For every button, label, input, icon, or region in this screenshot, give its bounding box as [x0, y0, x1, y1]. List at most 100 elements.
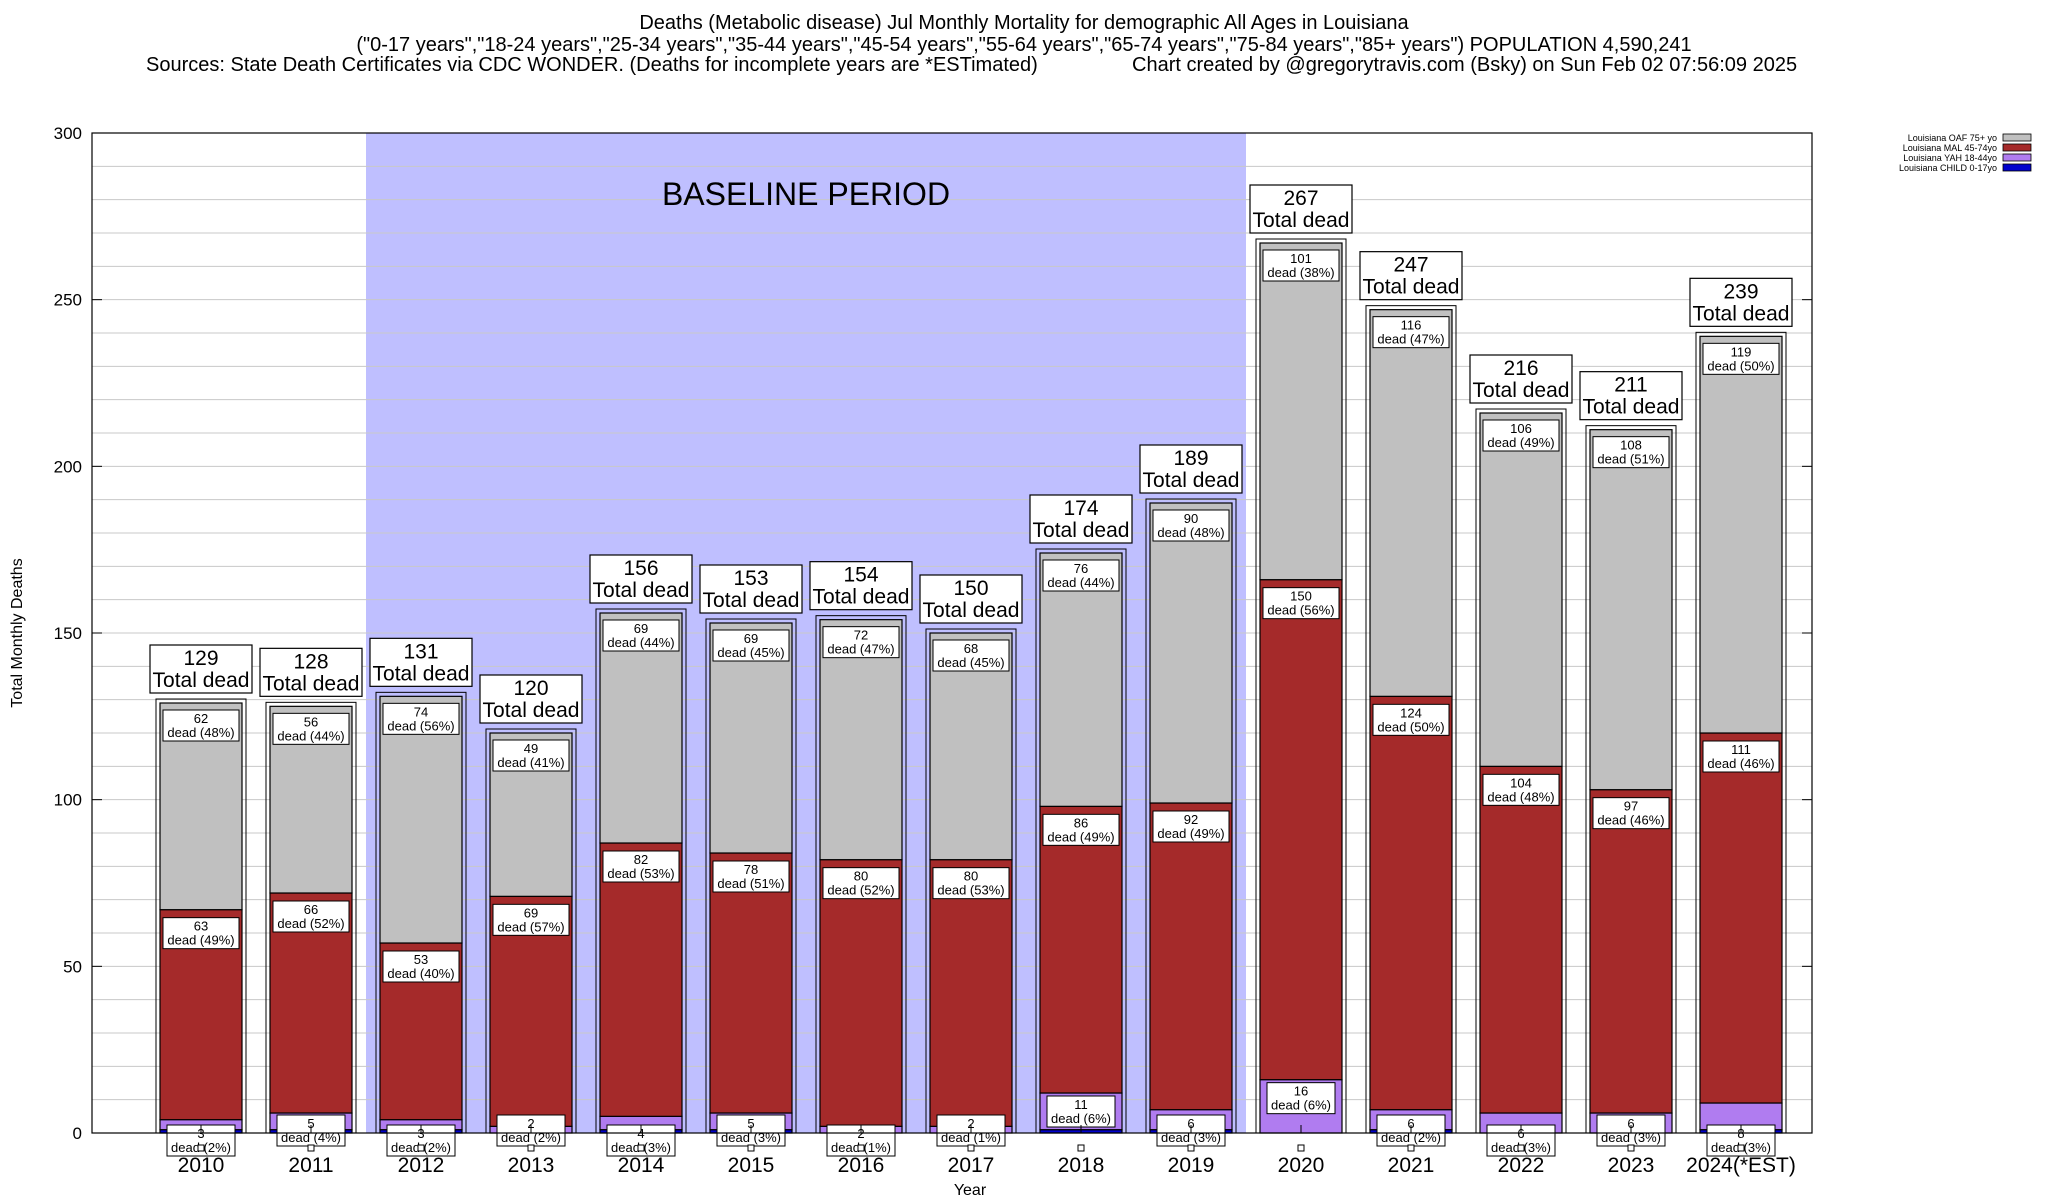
oaf-label-percent: dead (47%) — [827, 642, 894, 657]
yah-label-percent: dead (4%) — [281, 1130, 341, 1145]
mal-label-count: 124 — [1400, 705, 1422, 720]
total-box — [369, 637, 473, 687]
oaf-label-percent: dead (44%) — [277, 728, 344, 743]
bar-segment-mal — [929, 859, 1013, 1127]
mal-label-percent: dead (49%) — [1047, 829, 1114, 844]
total-value: 239 — [1723, 280, 1758, 303]
yah-label-box — [1376, 1114, 1446, 1147]
oaf-label-box — [1372, 316, 1450, 349]
mal-label-box — [1482, 773, 1560, 806]
y-tick-label: 250 — [54, 291, 82, 310]
x-tick-label: 2016 — [838, 1154, 885, 1177]
child-marker — [637, 1144, 645, 1152]
mal-label-count: 69 — [524, 905, 538, 920]
bar-segment-oaf — [1699, 335, 1783, 734]
mal-label-count: 111 — [1731, 742, 1751, 757]
x-tick-label: 2014 — [618, 1154, 665, 1177]
mal-label-percent: dead (52%) — [277, 916, 344, 931]
total-label: Total dead — [923, 599, 1020, 622]
yah-label-count: 6 — [1627, 1116, 1634, 1131]
mal-label-count: 97 — [1624, 799, 1638, 814]
bar-segment-oaf — [1589, 429, 1673, 791]
oaf-label-box — [492, 739, 570, 772]
total-box — [259, 647, 363, 697]
yah-label-percent: dead (3%) — [1161, 1130, 1221, 1145]
oaf-label-box — [1042, 559, 1120, 592]
child-marker — [1407, 1144, 1415, 1152]
oaf-label-percent: dead (56%) — [387, 718, 454, 733]
mal-label-percent: dead (46%) — [1707, 756, 1774, 771]
yah-label-percent: dead (6%) — [1051, 1111, 1111, 1126]
total-value: 129 — [183, 647, 218, 670]
total-label: Total dead — [1033, 519, 1130, 542]
oaf-label-count: 119 — [1731, 344, 1752, 359]
total-box — [1139, 444, 1243, 494]
yah-label-percent: dead (3%) — [721, 1130, 781, 1145]
child-marker — [527, 1144, 535, 1152]
yah-label-count: 2 — [967, 1116, 974, 1131]
child-marker — [1737, 1144, 1745, 1152]
y-tick-label: 150 — [54, 624, 82, 643]
oaf-label-box — [602, 619, 680, 652]
oaf-label-box — [1592, 436, 1670, 469]
mal-label-percent: dead (46%) — [1597, 813, 1664, 828]
mal-label-box — [1262, 587, 1340, 620]
total-box — [1469, 354, 1573, 404]
mal-label-box — [272, 900, 350, 933]
child-marker — [1077, 1144, 1085, 1152]
oaf-label-percent: dead (45%) — [937, 655, 1004, 670]
total-box — [1579, 371, 1683, 421]
child-marker — [197, 1144, 205, 1152]
x-tick-label: 2017 — [948, 1154, 995, 1177]
yah-label-box — [1266, 1082, 1336, 1115]
total-box — [479, 674, 583, 724]
total-box — [589, 554, 693, 604]
total-value: 153 — [733, 567, 768, 590]
mal-label-count: 80 — [854, 869, 868, 884]
total-label: Total dead — [1143, 469, 1240, 492]
oaf-label-percent: dead (47%) — [1377, 332, 1444, 347]
mal-label-count: 66 — [304, 902, 318, 917]
total-label: Total dead — [1253, 209, 1350, 232]
child-marker — [747, 1144, 755, 1152]
y-tick-label: 300 — [54, 124, 82, 143]
oaf-label-count: 69 — [634, 621, 648, 636]
chart-subtitle: ("0-17 years","18-24 years","25-34 years… — [356, 34, 1692, 56]
total-label: Total dead — [483, 699, 580, 722]
child-marker — [967, 1144, 975, 1152]
mal-label-percent: dead (48%) — [1487, 789, 1554, 804]
mal-label-percent: dead (40%) — [387, 966, 454, 981]
mal-label-percent: dead (49%) — [167, 933, 234, 948]
x-axis-title: Year — [954, 1182, 987, 1199]
mal-label-percent: dead (57%) — [497, 919, 564, 934]
legend-label: Louisiana MAL 45-74yo — [1903, 143, 1997, 153]
bar-segment-mal — [819, 859, 903, 1127]
oaf-label-count: 101 — [1290, 251, 1312, 266]
oaf-label-count: 116 — [1401, 318, 1422, 333]
mal-label-box — [1042, 813, 1120, 846]
legend-swatch — [2002, 163, 2032, 172]
x-tick-label: 2020 — [1278, 1154, 1325, 1177]
total-value: 247 — [1393, 254, 1428, 277]
bar-segment-oaf — [1039, 552, 1123, 807]
total-box — [149, 644, 253, 694]
total-label: Total dead — [373, 662, 470, 685]
mal-label-percent: dead (49%) — [1157, 826, 1224, 841]
y-tick-label: 0 — [73, 1124, 82, 1143]
bar-segment-mal — [599, 842, 683, 1117]
mal-label-count: 53 — [414, 952, 428, 967]
mal-label-box — [602, 850, 680, 883]
mal-label-box — [492, 903, 570, 936]
oaf-label-box — [272, 712, 350, 745]
total-label: Total dead — [263, 672, 360, 695]
x-tick-label: 2010 — [178, 1154, 225, 1177]
total-value: 154 — [843, 564, 878, 587]
total-value: 216 — [1503, 357, 1538, 380]
total-value: 174 — [1063, 497, 1098, 520]
mal-label-count: 82 — [634, 852, 648, 867]
